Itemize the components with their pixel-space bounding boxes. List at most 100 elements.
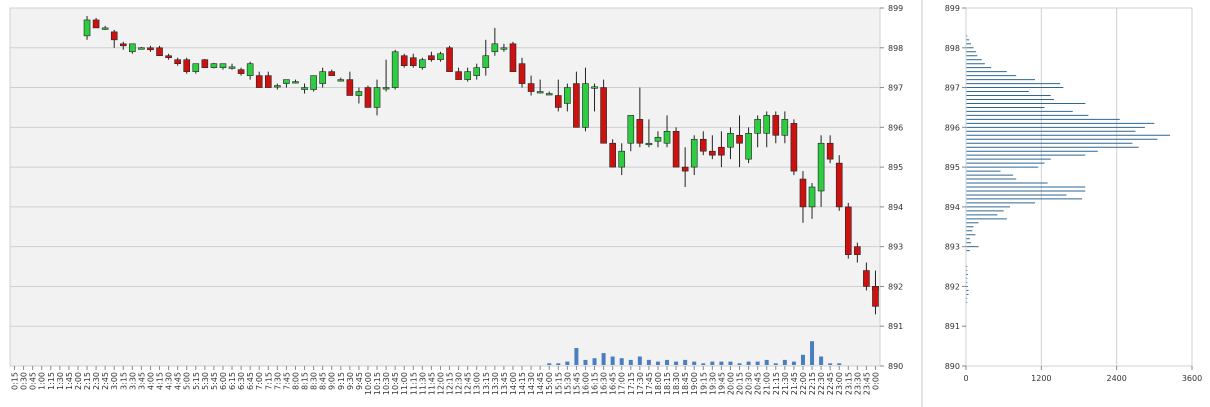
main-x-tick-label: 8:00 — [291, 372, 300, 390]
candle-up — [627, 115, 635, 144]
main-x-tick-label: 5:15 — [192, 372, 201, 390]
main-x-tick-label: 17:00 — [618, 372, 627, 395]
main-x-tick-label: 9:15 — [337, 372, 346, 390]
profile-x-tick-label: 0 — [963, 374, 968, 383]
main-x-tick-label: 18:15 — [663, 372, 672, 395]
candle-down — [165, 55, 172, 59]
candle-down — [255, 75, 263, 88]
candle-up — [763, 115, 771, 134]
volume-bar — [782, 359, 787, 365]
volume-bar — [592, 358, 597, 365]
main-x-tick-label: 3:00 — [110, 372, 119, 390]
volume-bar — [637, 356, 642, 365]
profile-y-tick-label: 893 — [945, 243, 960, 252]
candle-up — [464, 71, 471, 80]
candle-down — [119, 43, 127, 47]
main-x-tick-label: 4:15 — [156, 372, 165, 390]
candle-down — [174, 59, 181, 64]
candle-down — [237, 69, 245, 74]
main-x-tick-label: 4:30 — [165, 372, 174, 390]
candle-up — [301, 87, 308, 90]
main-x-tick-label: 15:45 — [572, 372, 581, 395]
main-x-tick-label: 1:45 — [65, 372, 74, 390]
candle-up — [246, 63, 254, 76]
main-x-tick-label: 15:30 — [563, 372, 572, 395]
main-x-tick-label: 21:45 — [790, 372, 799, 395]
volume-bar — [601, 353, 606, 365]
main-x-tick-label: 3:15 — [119, 372, 128, 390]
volume-bar — [565, 361, 570, 365]
main-x-tick-label: 23:45 — [862, 372, 871, 395]
candle-up — [754, 119, 761, 134]
candle-up — [817, 142, 825, 192]
main-x-tick-label: 19:45 — [717, 372, 726, 395]
main-x-tick-label: 0:00 — [871, 372, 880, 390]
candle-up — [582, 83, 589, 128]
volume-bar — [746, 361, 751, 365]
candle-up — [292, 81, 299, 84]
main-x-tick-label: 7:00 — [255, 372, 264, 390]
main-x-tick-label: 5:30 — [201, 372, 210, 390]
candle-down — [554, 95, 562, 108]
main-x-tick-label: 18:00 — [654, 372, 663, 395]
candle-down — [527, 83, 535, 92]
volume-bar — [619, 358, 624, 365]
main-x-tick-label: 22:15 — [808, 372, 817, 395]
main-x-tick-label: 8:15 — [301, 372, 310, 390]
main-x-tick-label: 12:15 — [446, 372, 455, 395]
candle-down — [699, 138, 707, 152]
main-x-tick-label: 13:00 — [473, 372, 482, 395]
main-x-tick-label: 10:45 — [391, 372, 400, 395]
volume-bar — [810, 341, 815, 365]
main-x-tick-label: 12:30 — [455, 372, 464, 395]
candle-down — [400, 55, 408, 66]
main-y-tick-label: 898 — [888, 44, 903, 53]
candle-down — [409, 57, 417, 66]
candle-up — [138, 47, 145, 50]
main-x-tick-label: 17:30 — [636, 372, 645, 395]
candle-up — [437, 53, 444, 61]
main-x-tick-label: 20:45 — [754, 372, 763, 395]
main-x-tick-label: 21:00 — [763, 372, 772, 395]
main-x-tick-label: 21:30 — [781, 372, 790, 395]
main-x-tick-label: 14:30 — [527, 372, 536, 395]
candle-up — [274, 85, 281, 88]
candle-up — [129, 43, 136, 53]
main-x-tick-label: 19:30 — [708, 372, 717, 395]
candle-down — [428, 55, 435, 61]
candle-up — [419, 59, 426, 68]
volume-bar — [737, 363, 742, 365]
main-x-tick-label: 13:30 — [491, 372, 500, 395]
main-x-tick-label: 23:00 — [835, 372, 844, 395]
main-x-tick-label: 16:45 — [609, 372, 618, 395]
candle-down — [863, 270, 870, 287]
volume-bar — [547, 363, 552, 365]
main-x-tick-label: 3:45 — [137, 372, 146, 390]
volume-bar — [628, 359, 633, 365]
volume-bar — [773, 363, 778, 365]
main-y-tick-label: 895 — [888, 163, 903, 172]
candle-down — [681, 166, 689, 172]
main-x-tick-label: 7:45 — [282, 372, 291, 390]
volume-bar — [791, 361, 796, 365]
main-x-tick-label: 11:45 — [427, 372, 436, 395]
profile-y-tick-label: 899 — [945, 4, 960, 13]
volume-bar — [683, 359, 688, 365]
profile-y-tick-label: 896 — [945, 123, 960, 132]
profile-x-tick-label: 2400 — [1106, 374, 1126, 383]
main-y-tick-label: 897 — [888, 84, 903, 93]
candle-up — [482, 55, 490, 68]
candle-down — [518, 63, 526, 84]
candle-down — [328, 71, 336, 76]
candle-down — [110, 31, 118, 41]
main-x-tick-label: 8:45 — [319, 372, 328, 390]
candle-down — [183, 59, 191, 72]
candle-up — [210, 63, 218, 68]
main-x-tick-label: 20:00 — [726, 372, 735, 395]
main-x-tick-label: 3:30 — [128, 372, 137, 390]
candle-up — [663, 131, 671, 144]
candle-up — [101, 27, 109, 30]
main-x-tick-label: 14:00 — [509, 372, 518, 395]
main-x-tick-label: 12:00 — [436, 372, 445, 395]
